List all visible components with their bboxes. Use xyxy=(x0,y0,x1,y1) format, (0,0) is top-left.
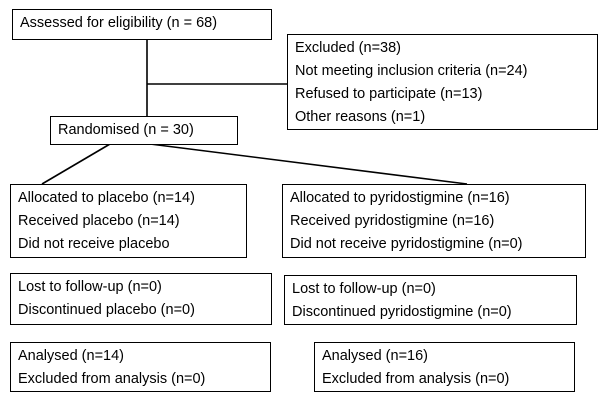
pyridostigmine-allocation-line: Received pyridostigmine (n=16) xyxy=(290,213,495,229)
randomised-box: Randomised (n = 30) xyxy=(50,116,238,145)
assessed-box: Assessed for eligibility (n = 68) xyxy=(12,9,272,40)
excluded-box: Excluded (n=38) Not meeting inclusion cr… xyxy=(287,34,598,130)
pyridostigmine-allocation-box: Allocated to pyridostigmine (n=16) Recei… xyxy=(282,184,586,258)
placebo-followup-line: Lost to follow-up (n=0) xyxy=(18,279,162,295)
pyridostigmine-followup-line: Discontinued pyridostigmine (n=0) xyxy=(292,304,512,320)
excluded-line: Other reasons (n=1) xyxy=(295,109,426,125)
pyridostigmine-followup-line: Lost to follow-up (n=0) xyxy=(292,281,436,297)
excluded-line: Not meeting inclusion criteria (n=24) xyxy=(295,63,528,79)
placebo-allocation-line: Received placebo (n=14) xyxy=(18,213,180,229)
placebo-allocation-box: Allocated to placebo (n=14) Received pla… xyxy=(10,184,247,258)
placebo-allocation-line: Did not receive placebo xyxy=(18,236,170,252)
connector-randomised-to-pyridostigmine xyxy=(149,143,468,185)
pyridostigmine-analysis-line: Excluded from analysis (n=0) xyxy=(322,371,510,387)
pyridostigmine-allocation-line: Did not receive pyridostigmine (n=0) xyxy=(290,236,523,252)
pyridostigmine-analysis-line: Analysed (n=16) xyxy=(322,348,428,364)
assessed-text: Assessed for eligibility (n = 68) xyxy=(20,15,218,31)
connector-randomised-to-placebo xyxy=(41,143,111,185)
pyridostigmine-followup-box: Lost to follow-up (n=0) Discontinued pyr… xyxy=(284,275,577,325)
randomised-text: Randomised (n = 30) xyxy=(58,122,194,138)
placebo-followup-box: Lost to follow-up (n=0) Discontinued pla… xyxy=(10,273,272,325)
pyridostigmine-allocation-line: Allocated to pyridostigmine (n=16) xyxy=(290,190,510,206)
placebo-analysis-line: Excluded from analysis (n=0) xyxy=(18,371,206,387)
pyridostigmine-analysis-box: Analysed (n=16) Excluded from analysis (… xyxy=(314,342,575,392)
placebo-analysis-box: Analysed (n=14) Excluded from analysis (… xyxy=(10,342,271,392)
excluded-line: Refused to participate (n=13) xyxy=(295,86,483,102)
placebo-followup-line: Discontinued placebo (n=0) xyxy=(18,302,195,318)
placebo-allocation-line: Allocated to placebo (n=14) xyxy=(18,190,195,206)
excluded-line: Excluded (n=38) xyxy=(295,40,401,56)
placebo-analysis-line: Analysed (n=14) xyxy=(18,348,124,364)
